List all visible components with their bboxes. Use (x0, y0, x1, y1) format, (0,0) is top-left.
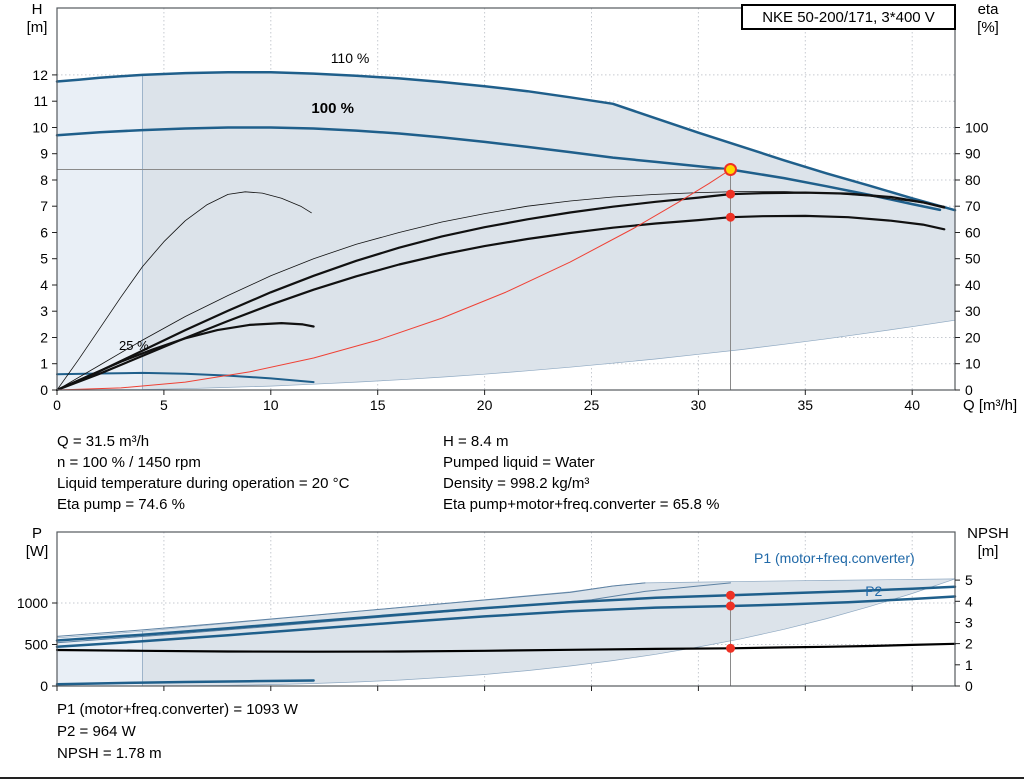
svg-text:7: 7 (40, 198, 48, 214)
info-line-npsh: NPSH = 1.78 m (57, 745, 162, 762)
info-line-q: Q = 31.5 m³/h (57, 433, 150, 450)
svg-text:1: 1 (40, 356, 48, 372)
duty-info-right: H = 8.4 m Pumped liquid = Water Density … (443, 431, 719, 515)
svg-text:P: P (32, 525, 42, 542)
head-capacity-chart: 0 5 10 15 20 25 30 35 40 0 1 2 3 4 5 6 7 8 9 10 11 12 0 10 20 30 4… (27, 1, 1018, 414)
info-line-density: Density = 998.2 kg/m³ (443, 475, 590, 492)
svg-text:10: 10 (32, 120, 48, 136)
svg-text:90: 90 (965, 146, 981, 162)
svg-text:[%]: [%] (977, 19, 999, 36)
svg-text:40: 40 (965, 277, 981, 293)
svg-text:25 %: 25 % (119, 338, 149, 353)
power-info: P1 (motor+freq.converter) = 1093 W P2 = … (57, 699, 298, 765)
svg-text:P1 (motor+freq.converter): P1 (motor+freq.converter) (754, 550, 915, 566)
svg-text:12: 12 (32, 67, 48, 83)
svg-text:0: 0 (40, 382, 48, 398)
svg-text:10: 10 (965, 356, 981, 372)
svg-text:Q [m³/h]: Q [m³/h] (963, 397, 1017, 414)
svg-text:35: 35 (798, 397, 814, 413)
svg-text:0: 0 (53, 397, 61, 413)
svg-text:110 %: 110 % (331, 50, 370, 66)
svg-text:70: 70 (965, 198, 981, 214)
svg-text:4: 4 (965, 593, 973, 609)
svg-text:4: 4 (40, 277, 48, 293)
svg-text:40: 40 (904, 397, 920, 413)
svg-text:0: 0 (965, 382, 973, 398)
svg-text:10: 10 (263, 397, 279, 413)
duty-info-left: Q = 31.5 m³/h n = 100 % / 1450 rpm Liqui… (57, 431, 349, 515)
svg-text:2: 2 (40, 330, 48, 346)
svg-text:20: 20 (965, 330, 981, 346)
svg-text:25: 25 (584, 397, 600, 413)
svg-text:3: 3 (40, 303, 48, 319)
info-line-speed: n = 100 % / 1450 rpm (57, 454, 201, 471)
svg-text:30: 30 (691, 397, 707, 413)
svg-text:1: 1 (965, 657, 973, 673)
svg-text:30: 30 (965, 303, 981, 319)
svg-text:500: 500 (25, 637, 49, 653)
svg-text:11: 11 (33, 93, 48, 109)
svg-text:8: 8 (40, 172, 48, 188)
svg-text:60: 60 (965, 225, 981, 241)
bottom-divider (0, 777, 1024, 779)
svg-text:5: 5 (965, 572, 973, 588)
pump-type-box: NKE 50-200/171, 3*400 V (741, 4, 956, 30)
info-line-eta-total: Eta pump+motor+freq.converter = 65.8 % (443, 496, 720, 513)
info-line-temperature: Liquid temperature during operation = 20… (57, 475, 350, 492)
svg-text:[W]: [W] (26, 543, 49, 560)
svg-text:6: 6 (40, 225, 48, 241)
svg-text:1000: 1000 (17, 595, 48, 611)
svg-text:0: 0 (965, 678, 973, 693)
info-line-eta-pump: Eta pump = 74.6 % (57, 496, 185, 513)
svg-text:H: H (32, 1, 43, 18)
svg-text:3: 3 (965, 615, 973, 631)
svg-text:9: 9 (40, 146, 48, 162)
svg-text:[m]: [m] (27, 19, 48, 36)
svg-text:50: 50 (965, 251, 981, 267)
pump-type-label: NKE 50-200/171, 3*400 V (762, 8, 935, 26)
svg-text:15: 15 (370, 397, 386, 413)
svg-text:0: 0 (40, 678, 48, 693)
info-line-p2: P2 = 964 W (57, 723, 136, 740)
info-line-head: H = 8.4 m (443, 433, 509, 450)
svg-text:100: 100 (965, 120, 989, 136)
svg-text:eta: eta (978, 1, 1000, 18)
svg-text:2: 2 (965, 636, 973, 652)
svg-text:20: 20 (477, 397, 493, 413)
info-line-liquid: Pumped liquid = Water (443, 454, 595, 471)
svg-text:100 %: 100 % (311, 100, 354, 117)
svg-text:NPSH: NPSH (967, 525, 1009, 542)
svg-text:80: 80 (965, 172, 981, 188)
power-npsh-chart: 0 500 1000 0 1 2 3 4 5 P [W] NPSH [m] P1 (motor+freq.… (0, 518, 1024, 694)
info-line-p1: P1 (motor+freq.converter) = 1093 W (57, 701, 298, 718)
svg-text:5: 5 (40, 251, 48, 267)
svg-text:5: 5 (160, 397, 168, 413)
svg-text:P2: P2 (865, 583, 882, 599)
svg-text:[m]: [m] (978, 543, 999, 560)
